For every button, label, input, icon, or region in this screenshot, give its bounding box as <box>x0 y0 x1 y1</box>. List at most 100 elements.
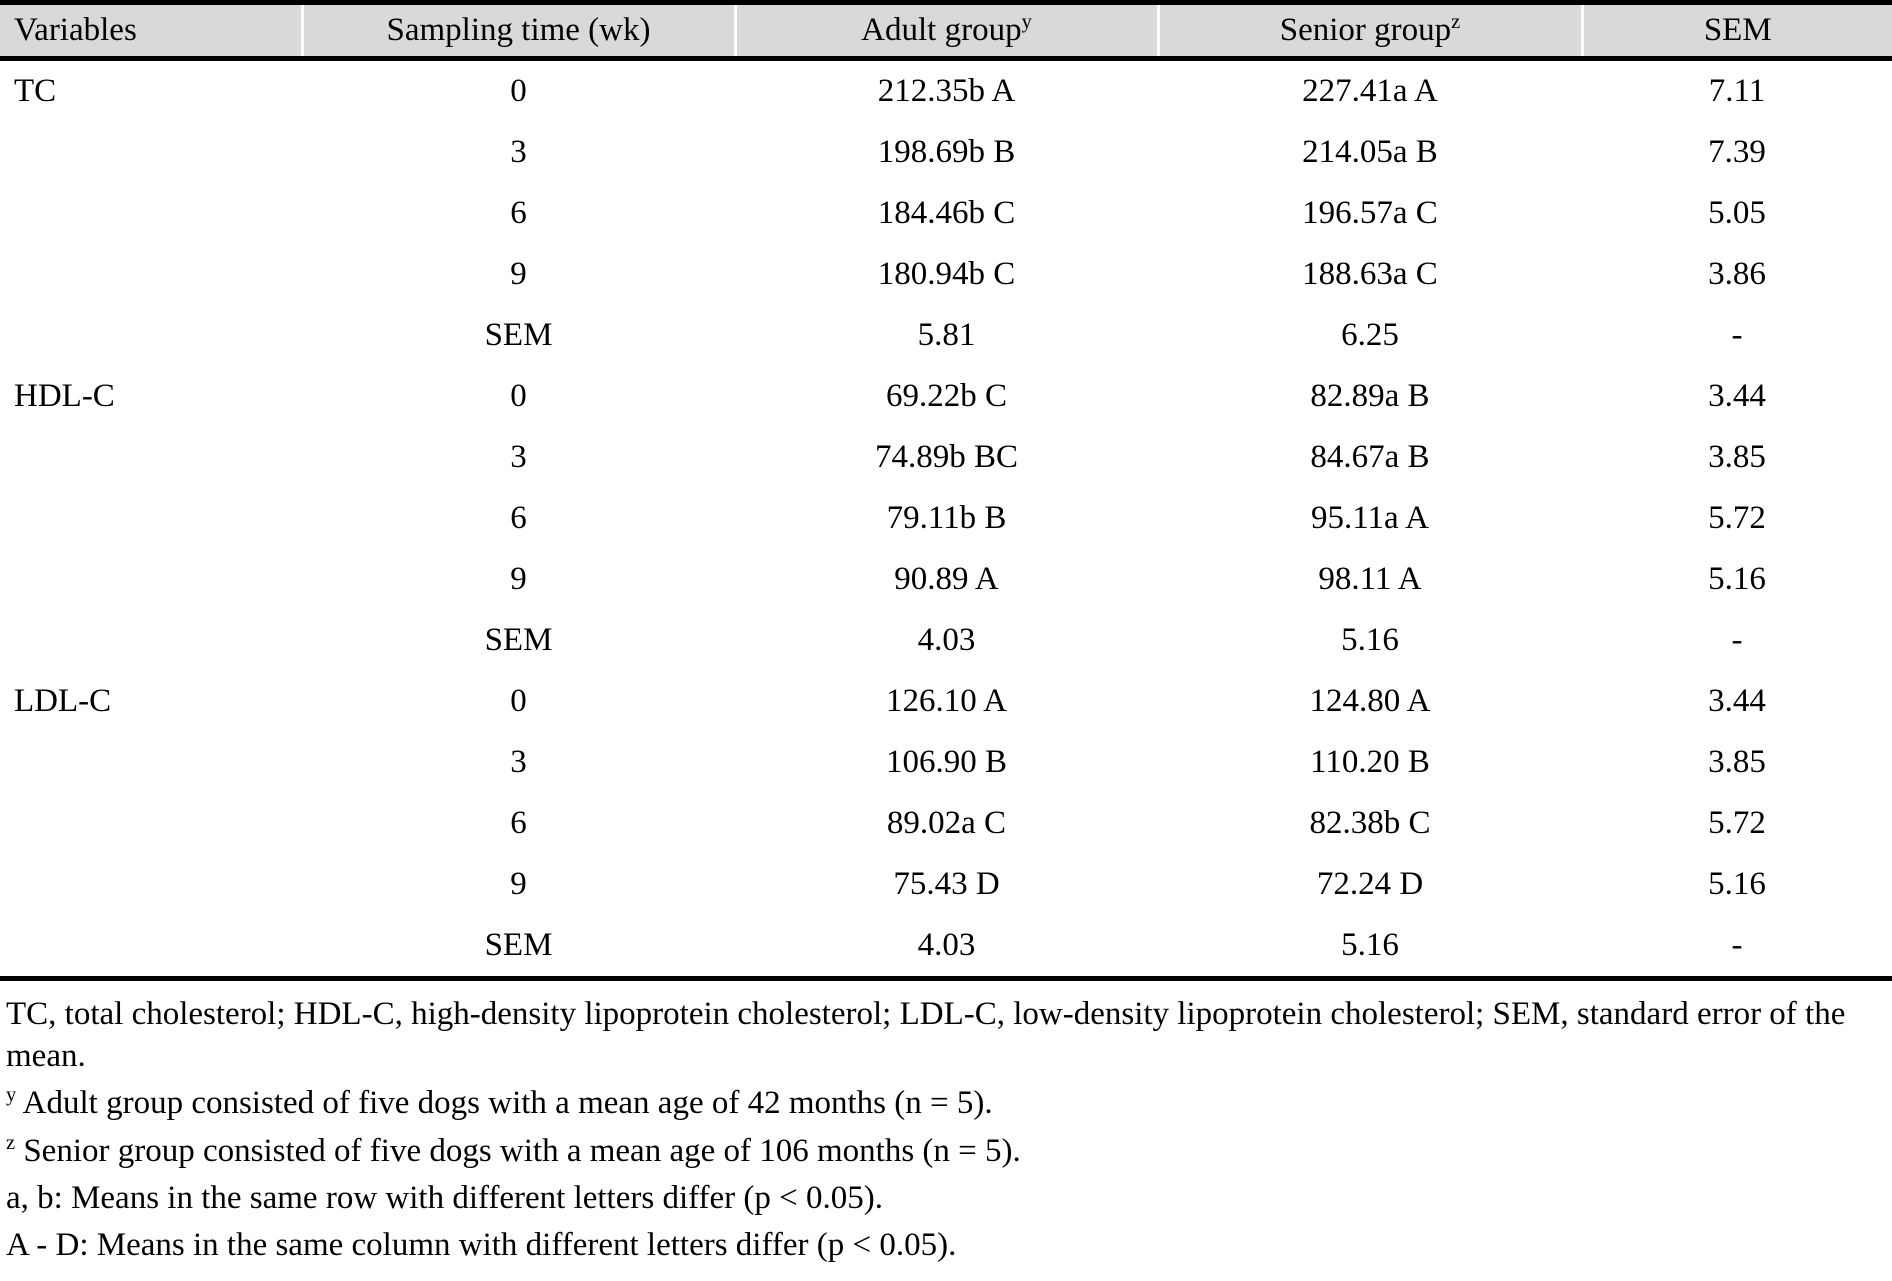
cell-senior-value: 110.20 B <box>1310 744 1430 780</box>
cell-sampling-time: SEM <box>484 927 553 963</box>
cell-adult-value: 90.89 A <box>894 561 999 597</box>
cell-senior-value: 188.63a C <box>1302 256 1438 292</box>
table-row: 3 198.69b B 214.05a B 7.39 <box>0 122 1892 183</box>
cell-sampling-time: 9 <box>510 561 527 597</box>
cell-variable <box>0 122 302 183</box>
cell-sampling-time: 0 <box>510 683 527 719</box>
cell-variable: LDL-C <box>14 683 112 719</box>
cell-sem-value: - <box>1731 317 1743 353</box>
cell-senior-value: 82.38b C <box>1309 805 1431 841</box>
cell-adult-value: 89.02a C <box>886 805 1007 841</box>
table-row: LDL-C 0 126.10 A 124.80 A 3.44 <box>0 671 1892 732</box>
column-header-superscript: y <box>1021 11 1032 33</box>
cell-sem-value: 5.16 <box>1708 561 1766 597</box>
table-row: 9 180.94b C 188.63a C 3.86 <box>0 244 1892 305</box>
cell-sampling-time: 9 <box>510 256 527 292</box>
cell-adult-value: 184.46b C <box>877 195 1016 231</box>
cell-sem-value: 3.85 <box>1708 744 1766 780</box>
column-header-superscript: z <box>1451 11 1461 33</box>
footnote-line: z Senior group consisted of five dogs wi… <box>6 1131 1021 1169</box>
cell-variable <box>0 793 302 854</box>
cell-sem-value: 5.72 <box>1708 500 1766 536</box>
cell-sem-value: 3.44 <box>1708 378 1766 414</box>
cell-variable <box>0 854 302 915</box>
cell-adult-value: 69.22b C <box>885 378 1007 414</box>
cell-sampling-time: 6 <box>510 500 527 536</box>
cell-sem-value: 3.86 <box>1708 256 1766 292</box>
cell-sem-value: - <box>1731 927 1743 963</box>
cell-sem-value: 3.85 <box>1708 439 1766 475</box>
column-header-label: Variables <box>14 12 137 48</box>
cell-variable <box>0 488 302 549</box>
cell-sampling-time: 3 <box>510 744 527 780</box>
cell-sem-value: - <box>1731 622 1743 658</box>
table-header: Variables Sampling time (wk) Adult group… <box>0 2 1892 61</box>
cell-sem-value: 5.72 <box>1708 805 1766 841</box>
cell-sem-value: 7.39 <box>1708 134 1766 170</box>
column-header-label: Sampling time (wk) <box>386 12 651 48</box>
cell-senior-value: 82.89a B <box>1310 378 1430 414</box>
cell-senior-value: 95.11a A <box>1311 500 1429 536</box>
table-row: 6 89.02a C 82.38b C 5.72 <box>0 793 1892 854</box>
cell-variable: HDL-C <box>14 378 115 414</box>
cell-sampling-time: 0 <box>510 378 527 414</box>
cell-adult-value: 79.11b B <box>886 500 1007 536</box>
cell-adult-value: 75.43 D <box>893 866 1000 902</box>
cell-senior-value: 84.67a B <box>1310 439 1430 475</box>
cell-senior-value: 6.25 <box>1341 317 1399 353</box>
cell-adult-value: 212.35b A <box>877 73 1016 109</box>
cell-sampling-time: SEM <box>484 622 553 658</box>
table-body: TC 0 212.35b A 227.41a A 7.11 3 198.69b B 214.0… <box>0 59 1892 979</box>
cell-variable <box>0 610 302 671</box>
cell-variable <box>0 549 302 610</box>
cell-adult-value: 74.89b BC <box>874 439 1019 475</box>
cell-sampling-time: 3 <box>510 439 527 475</box>
footnote-line: a, b: Means in the same row with differe… <box>6 1179 883 1216</box>
cell-variable <box>0 183 302 244</box>
cell-variable <box>0 244 302 305</box>
column-header-adult-group: Adult groupy <box>733 2 1158 61</box>
cell-senior-value: 5.16 <box>1341 622 1399 658</box>
cell-senior-value: 98.11 A <box>1318 561 1422 597</box>
cell-sampling-time: 6 <box>510 805 527 841</box>
table-row: 9 90.89 A 98.11 A 5.16 <box>0 549 1892 610</box>
column-header-sem: SEM <box>1580 2 1892 61</box>
footnotes: TC, total cholesterol; HDL-C, high-densi… <box>0 981 1892 1266</box>
cell-variable <box>0 305 302 366</box>
table-row: 3 74.89b BC 84.67a B 3.85 <box>0 427 1892 488</box>
header-row: Variables Sampling time (wk) Adult group… <box>0 2 1892 61</box>
cell-sampling-time: 3 <box>510 134 527 170</box>
cell-adult-value: 5.81 <box>917 317 976 353</box>
cell-sem-value: 7.11 <box>1708 73 1766 109</box>
table-row: 3 106.90 B 110.20 B 3.85 <box>0 732 1892 793</box>
cell-adult-value: 106.90 B <box>885 744 1007 780</box>
table-row: HDL-C 0 69.22b C 82.89a B 3.44 <box>0 366 1892 427</box>
footnote-line: y Adult group consisted of five dogs wit… <box>6 1084 993 1122</box>
table-row: 9 75.43 D 72.24 D 5.16 <box>0 854 1892 915</box>
cell-adult-value: 4.03 <box>917 622 976 658</box>
table-row: 6 79.11b B 95.11a A 5.72 <box>0 488 1892 549</box>
cell-senior-value: 124.80 A <box>1309 683 1431 719</box>
cell-sampling-time: SEM <box>484 317 553 353</box>
cell-sem-value: 5.05 <box>1708 195 1766 231</box>
cell-adult-value: 126.10 A <box>885 683 1007 719</box>
cell-adult-value: 198.69b B <box>877 134 1016 170</box>
cell-senior-value: 214.05a B <box>1302 134 1438 170</box>
cell-sampling-time: 9 <box>510 866 527 902</box>
cell-senior-value: 72.24 D <box>1316 866 1424 902</box>
cell-adult-value: 180.94b C <box>877 256 1016 292</box>
data-table: Variables Sampling time (wk) Adult group… <box>0 0 1892 981</box>
cell-senior-value: 227.41a A <box>1302 73 1438 109</box>
footnote-line: A - D: Means in the same column with dif… <box>6 1227 957 1264</box>
cell-variable <box>0 732 302 793</box>
table-row: TC 0 212.35b A 227.41a A 7.11 <box>0 59 1892 123</box>
cell-senior-value: 5.16 <box>1341 927 1399 963</box>
cell-sem-value: 5.16 <box>1708 866 1766 902</box>
cell-variable: TC <box>14 73 57 109</box>
table-row: SEM 5.81 6.25 - <box>0 305 1892 366</box>
cell-senior-value: 196.57a C <box>1302 195 1438 231</box>
cell-adult-value: 4.03 <box>917 927 976 963</box>
column-header-label: Senior group <box>1279 12 1452 48</box>
footnote-line: TC, total cholesterol; HDL-C, high-densi… <box>6 996 1846 1075</box>
